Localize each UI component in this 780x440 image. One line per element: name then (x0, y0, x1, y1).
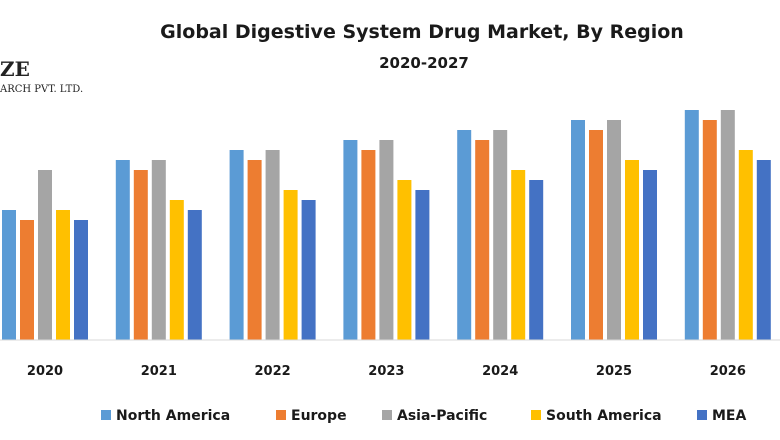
bar-mea-2021 (187, 210, 202, 340)
bar-south-america-2024 (511, 170, 526, 340)
chart-title: Global Digestive System Drug Market, By … (160, 21, 684, 43)
bar-north-america-2026 (684, 110, 699, 340)
legend-label-south-america: South America (546, 408, 662, 424)
bar-europe-2024 (475, 140, 490, 340)
bar-asia-pacific-2026 (720, 110, 735, 340)
legend-swatch-mea (697, 410, 707, 420)
watermark-line-2: ARCH PVT. LTD. (0, 84, 83, 95)
legend: North America Europe Asia-Pacific South Ame… (101, 408, 746, 424)
legend-swatch-south-america (531, 410, 541, 420)
watermark-logo: ZE ARCH PVT. LTD. (0, 57, 83, 95)
bar-europe-2020 (20, 220, 34, 340)
bar-asia-pacific-2023 (379, 140, 394, 340)
bar-north-america-2021 (115, 160, 130, 340)
legend-swatch-europe (276, 410, 286, 420)
bar-mea-2020 (74, 220, 88, 340)
bar-asia-pacific-2021 (151, 160, 166, 340)
x-tick-labels: 2020 2021 2022 2023 2024 2025 2026 (27, 364, 746, 379)
bar-north-america-2024 (457, 130, 472, 340)
watermark-line-1: ZE (0, 57, 30, 81)
legend-label-asia-pacific: Asia-Pacific (397, 408, 487, 424)
bar-south-america-2026 (738, 150, 753, 340)
bar-north-america-2023 (343, 140, 358, 340)
bar-south-america-2022 (283, 190, 298, 340)
x-tick-label-2024: 2024 (482, 364, 518, 379)
chart-subtitle: 2020-2027 (379, 54, 469, 72)
bar-asia-pacific-2024 (493, 130, 508, 340)
x-tick-label-2023: 2023 (368, 364, 404, 379)
x-tick-label-2026: 2026 (710, 364, 746, 379)
bar-mea-2022 (301, 200, 316, 340)
bars-group (2, 110, 771, 340)
legend-swatch-north-america (101, 410, 111, 420)
bar-asia-pacific-2022 (265, 150, 280, 340)
legend-swatch-asia-pacific (382, 410, 392, 420)
x-tick-label-2025: 2025 (596, 364, 632, 379)
bar-south-america-2021 (169, 200, 184, 340)
bar-south-america-2023 (397, 180, 412, 340)
bar-south-america-2020 (56, 210, 70, 340)
bar-europe-2021 (133, 170, 148, 340)
legend-label-europe: Europe (291, 408, 347, 424)
bar-europe-2022 (247, 160, 262, 340)
bar-asia-pacific-2020 (38, 170, 52, 340)
x-tick-label-2021: 2021 (141, 364, 177, 379)
x-tick-label-2020: 2020 (27, 364, 63, 379)
bar-mea-2026 (756, 160, 771, 340)
bar-europe-2025 (589, 130, 603, 340)
bar-north-america-2020 (2, 210, 16, 340)
bar-north-america-2025 (571, 120, 585, 340)
bar-europe-2026 (702, 120, 717, 340)
legend-label-mea: MEA (712, 408, 746, 424)
x-tick-label-2022: 2022 (255, 364, 291, 379)
bar-mea-2024 (529, 180, 544, 340)
legend-label-north-america: North America (116, 408, 230, 424)
bar-asia-pacific-2025 (607, 120, 621, 340)
bar-europe-2023 (361, 150, 376, 340)
bar-south-america-2025 (625, 160, 639, 340)
bar-north-america-2022 (229, 150, 244, 340)
bar-mea-2025 (643, 170, 657, 340)
bar-mea-2023 (415, 190, 430, 340)
